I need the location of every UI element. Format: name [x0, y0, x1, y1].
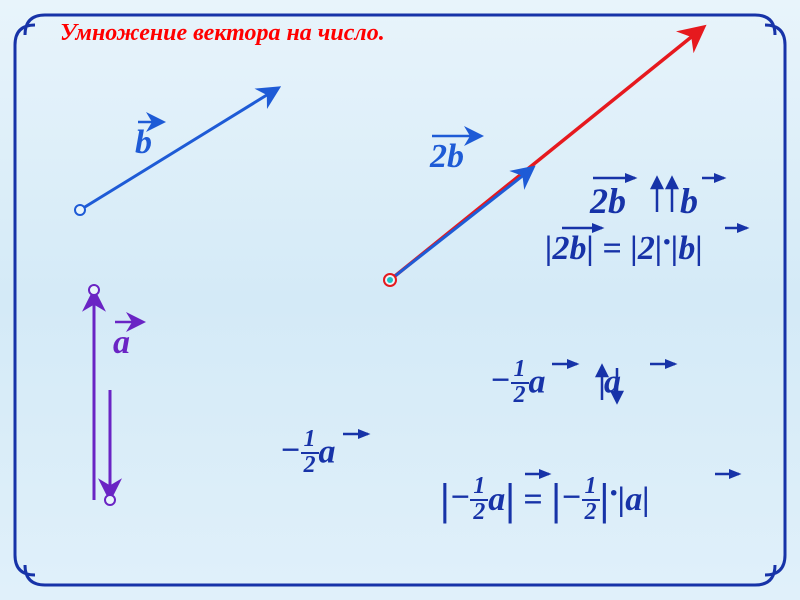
vector-canvas: [0, 0, 800, 600]
eq-2b-parallel-b: 2bb: [590, 180, 698, 222]
eq-mag-2b: |2b| = |2|·|b|: [545, 230, 703, 268]
vector-b: [80, 90, 275, 210]
slide-frame: Умножение вектора на число.: [0, 0, 800, 600]
label-2b: 2b: [430, 138, 464, 176]
eq-mag-neg-half-a: |−12a| = |−12|·|a|: [440, 470, 650, 527]
label-neg-half-a: −12a: [280, 430, 336, 480]
eq-neg-half-a-antiparallel: −12a a: [490, 360, 621, 410]
label-a: a: [113, 324, 130, 362]
label-b: b: [135, 124, 152, 162]
vector-2b-blue: [390, 170, 530, 280]
